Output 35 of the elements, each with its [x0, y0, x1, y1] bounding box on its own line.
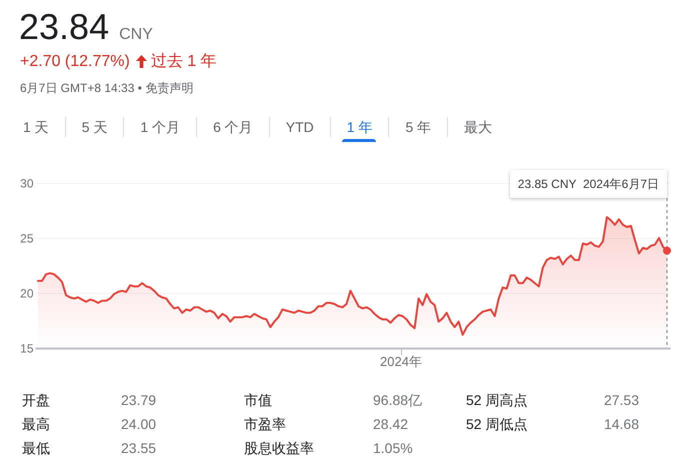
text: 股息收益率 — [244, 439, 314, 457]
y-tick-label: 20 — [20, 286, 34, 300]
text: 5 天 — [82, 119, 108, 135]
y-tick-label: 15 — [20, 342, 34, 356]
text: 2024年 — [380, 349, 422, 369]
text: 过去 1 年 — [150, 52, 217, 72]
text: 6月7日 GMT+8 14:33 • 免责声明 — [20, 80, 194, 97]
text: 27.53 — [604, 391, 639, 409]
text: 23.55 — [121, 439, 156, 457]
text: 6 个月 — [213, 119, 253, 135]
text: 1 个月 — [140, 119, 180, 135]
y-tick-label: 30 — [20, 176, 34, 190]
text: 96.88亿 — [373, 391, 422, 409]
text: 52 周低点 — [466, 415, 528, 433]
text: CNY — [119, 26, 153, 43]
text: 1 年 — [346, 119, 372, 135]
text: 52 周高点 — [466, 391, 528, 409]
chart-subtitle: +2.70 (12.77%) — [20, 52, 130, 70]
text: 1.05% — [373, 439, 413, 457]
text: 1 天 — [23, 119, 49, 135]
text: 28.42 — [373, 415, 408, 433]
text: 14.68 — [604, 415, 639, 433]
text: 23.79 — [121, 391, 156, 409]
text: YTD — [286, 119, 314, 135]
text: 5 年 — [405, 119, 432, 135]
text: 最大 — [464, 119, 492, 135]
text: 最高 — [22, 415, 50, 433]
annotation: 23.85 CNY 2024年6月7日 — [510, 170, 667, 198]
text: 最低 — [22, 439, 50, 457]
text: 市盈率 — [244, 415, 286, 433]
text: 24.00 — [121, 415, 156, 433]
chart-title: 23.84 — [19, 6, 110, 47]
text: 市值 — [244, 391, 272, 409]
y-tick-label: 25 — [20, 232, 34, 246]
text: 开盘 — [22, 391, 50, 409]
